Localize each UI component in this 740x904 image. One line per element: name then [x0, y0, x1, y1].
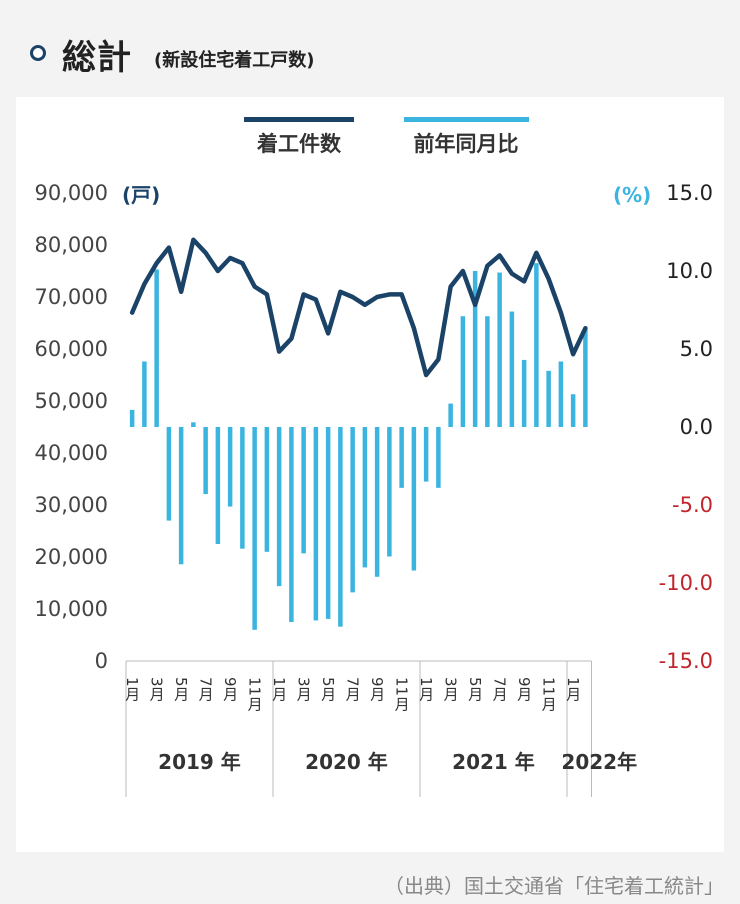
- yoy-bar: [460, 316, 466, 427]
- yoy-bar: [338, 427, 343, 627]
- left-tick-label: 20,000: [35, 545, 108, 569]
- month-tick-label: 11月: [246, 677, 264, 712]
- yoy-bar: [362, 427, 368, 568]
- yoy-bar: [178, 427, 184, 565]
- yoy-bar: [485, 316, 490, 427]
- right-axis-unit: (%): [613, 183, 651, 207]
- month-tick-label: 9月: [368, 677, 386, 703]
- month-tick-label: 5月: [319, 677, 337, 703]
- legend-swatch-bar: [404, 117, 529, 122]
- legend-swatch-line: [244, 117, 354, 122]
- yoy-bar: [264, 427, 270, 552]
- month-tick-label: 7月: [197, 677, 215, 703]
- month-tick-label: 7月: [491, 677, 509, 703]
- yoy-bar: [325, 427, 331, 619]
- page-title: 総計: [62, 38, 132, 78]
- month-tick-label: 1月: [270, 677, 288, 703]
- yoy-bar: [472, 271, 478, 427]
- year-label: 2019 年: [158, 750, 241, 774]
- right-tick-label: -15.0: [659, 649, 713, 673]
- year-label: 2022年: [561, 750, 637, 774]
- yoy-bar: [546, 370, 551, 427]
- left-tick-label: 30,000: [35, 493, 108, 517]
- right-tick-label: -5.0: [672, 493, 713, 517]
- month-tick-label: 1月: [564, 677, 582, 703]
- yoy-bar: [399, 427, 404, 488]
- left-tick-label: 70,000: [35, 285, 108, 309]
- month-tick-label: 9月: [515, 677, 533, 703]
- yoy-bar: [301, 427, 306, 554]
- yoy-bar: [154, 269, 159, 427]
- yoy-bar: [142, 361, 147, 427]
- chart: 着工件数 前年同月比 (戸) (%) 0 10,000 20,000 30,000 40,000…: [35, 117, 713, 797]
- circle-bullet-icon: [30, 45, 46, 61]
- yoy-bar: [203, 427, 208, 495]
- month-tick-label: 3月: [442, 677, 460, 703]
- yoy-bar: [558, 361, 564, 427]
- month-tick-label: 9月: [221, 677, 239, 703]
- left-tick-label: 10,000: [35, 597, 108, 621]
- left-axis-unit: (戸): [122, 183, 160, 207]
- yoy-bar: [423, 427, 429, 482]
- yoy-bar: [166, 427, 172, 521]
- source-note: （出典）国土交通省「住宅着工統計」: [384, 874, 724, 898]
- yoy-bar: [240, 427, 245, 549]
- yoy-bar: [129, 409, 135, 427]
- yoy-bar: [252, 427, 257, 630]
- month-tick-label: 11月: [540, 677, 558, 712]
- month-tick-label: 3月: [295, 677, 313, 703]
- page-subtitle: (新設住宅着工戸数): [154, 50, 315, 71]
- yoy-bar: [313, 427, 319, 621]
- yoy-bar: [448, 403, 453, 427]
- year-label: 2020 年: [305, 750, 388, 774]
- yoy-bar: [521, 359, 527, 427]
- right-tick-label: 5.0: [680, 337, 713, 361]
- month-tick-label: 5月: [172, 677, 190, 703]
- left-tick-label: 80,000: [35, 233, 108, 257]
- yoy-bar: [387, 427, 392, 557]
- yoy-bar: [289, 427, 294, 622]
- yoy-bar: [583, 328, 588, 427]
- chart-panel: 着工件数 前年同月比 (戸) (%) 0 10,000 20,000 30,000 40,000…: [16, 97, 724, 852]
- right-tick-label: 15.0: [666, 181, 713, 205]
- yoy-bar: [215, 427, 221, 544]
- right-tick-label: 10.0: [666, 259, 713, 283]
- yoy-bar: [191, 422, 196, 427]
- yoy-bar: [570, 394, 576, 427]
- yoy-bar: [374, 427, 380, 577]
- month-tick-label: 3月: [148, 677, 166, 703]
- yoy-bar: [350, 427, 355, 593]
- legend-label-bar: 前年同月比: [414, 132, 519, 156]
- yoy-bar: [534, 263, 539, 427]
- yoy-bar: [227, 427, 233, 507]
- left-tick-label: 60,000: [35, 337, 108, 361]
- left-tick-label: 50,000: [35, 389, 108, 413]
- right-tick-label: 0.0: [680, 415, 713, 439]
- right-tick-label: -10.0: [659, 571, 713, 595]
- header: 総計 (新設住宅着工戸数): [0, 0, 740, 92]
- left-tick-label: 90,000: [35, 181, 108, 205]
- legend-label-line: 着工件数: [256, 132, 342, 156]
- left-tick-label: 0: [95, 649, 108, 673]
- month-tick-label: 7月: [344, 677, 362, 703]
- year-label: 2021 年: [452, 750, 535, 774]
- starts-line: [129, 237, 588, 378]
- month-tick-label: 5月: [466, 677, 484, 703]
- month-tick-label: 1月: [417, 677, 435, 703]
- yoy-bar: [411, 427, 417, 571]
- month-tick-label: 1月: [123, 677, 141, 703]
- yoy-bar: [436, 427, 441, 488]
- yoy-bar: [276, 427, 282, 587]
- yoy-bar: [509, 311, 515, 427]
- month-tick-label: 11月: [393, 677, 411, 712]
- left-tick-label: 40,000: [35, 441, 108, 465]
- yoy-bar: [497, 272, 502, 427]
